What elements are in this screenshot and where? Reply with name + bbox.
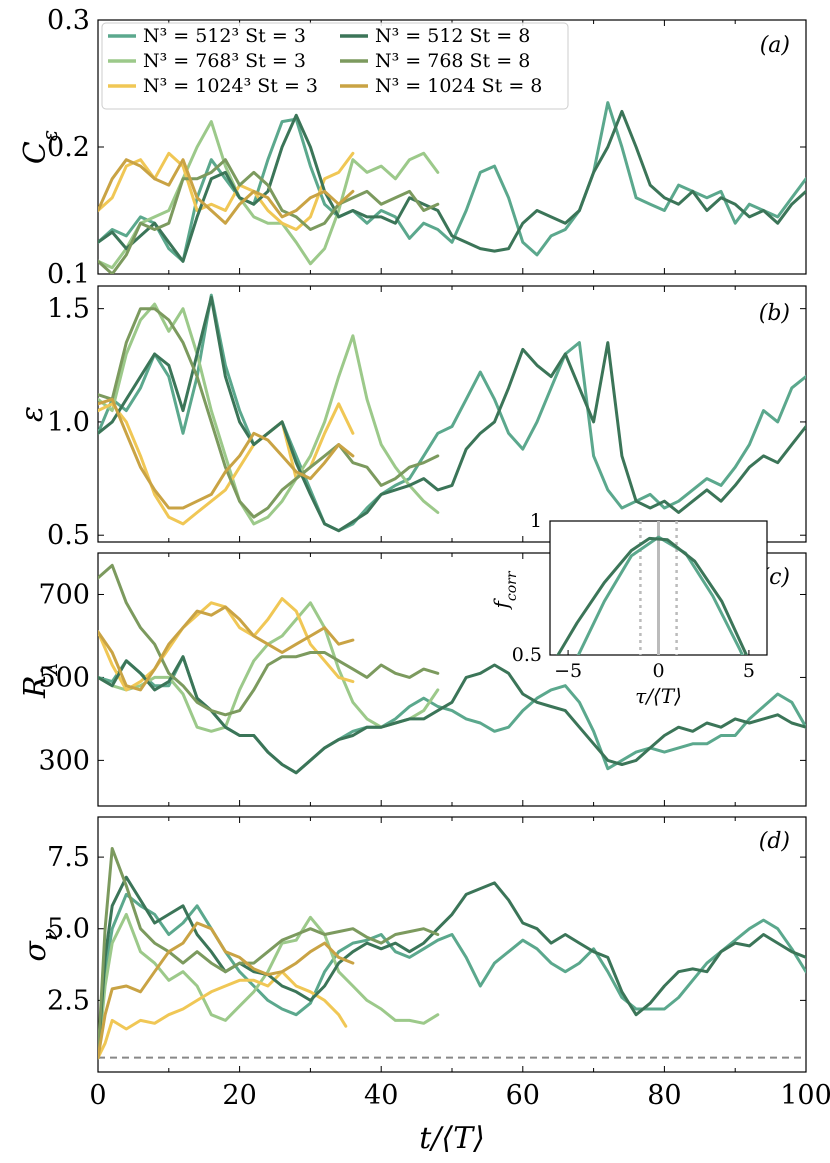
panel-b: 0.5 1.0 1.5 (b) ε: [15, 285, 807, 551]
legend-label-s1024_st3: N³ = 1024³ St = 3: [143, 75, 318, 97]
panel-tag: (d): [759, 829, 790, 854]
y-tick-label: 1.0: [47, 407, 90, 438]
y-tick-label: 700: [38, 579, 90, 610]
series-line-s1024_st3: [98, 970, 348, 1060]
y-axis-label: ε: [15, 406, 50, 422]
y-axis-label: σν: [18, 928, 62, 961]
series-line-s768_st8: [98, 847, 440, 1060]
panel-d: 2.5 5.0 7.5 0 20 40 60 80 100 (d) σν t/⟨T⟩: [18, 816, 830, 1156]
legend-label-s768_st3: N³ = 768³ St = 3: [143, 50, 306, 72]
legend: N³ = 512³ St = 3 N³ = 768³ St = 3 N³ = 102…: [101, 22, 569, 110]
series-line-s512_st8: [98, 875, 806, 1060]
y-tick-label: 1.5: [47, 294, 90, 325]
y-tick-label: 0.5: [512, 644, 542, 666]
series-line-s768_st8: [98, 158, 440, 274]
x-tick-label: 100: [780, 1080, 830, 1111]
series-line-s768_st8: [98, 563, 440, 717]
x-tick-label: 80: [647, 1080, 681, 1111]
series-line-s512_st3: [576, 535, 745, 655]
y-tick-label: 500: [38, 662, 90, 693]
y-tick-label: 0.1: [47, 259, 90, 290]
series-line-s512_st8: [556, 536, 749, 655]
series-line-s768_st8: [98, 307, 440, 519]
y-tick-label: 0.2: [47, 132, 90, 163]
x-tick-label: 5: [743, 660, 755, 682]
y-tick-label: 7.5: [47, 842, 90, 873]
x-tick-label: −5: [554, 660, 582, 682]
plot-layer: 0.10.20.3(a)Cε0.51.01.5 (b)ε300500700(c)R…: [15, 5, 830, 1156]
y-tick-label: 0.5: [47, 520, 90, 551]
series-line-s512_st3: [98, 101, 806, 263]
y-tick-label: 1: [530, 510, 542, 532]
x-tick-label: 0: [652, 660, 664, 682]
legend-label-s512_st3: N³ = 512³ St = 3: [143, 25, 306, 47]
series-line-s512_st8: [98, 295, 806, 533]
x-tick-label: 60: [506, 1080, 540, 1111]
panel-tag: (b): [759, 301, 790, 326]
x-tick-label: 40: [364, 1080, 398, 1111]
series-line-s1024_st3: [98, 151, 355, 231]
series-line-s768_st3: [98, 302, 440, 526]
legend-label-s1024_st8: N³ = 1024 St = 8: [375, 75, 542, 97]
series-line-s512_st3: [98, 892, 806, 1060]
x-tick-label: 20: [222, 1080, 256, 1111]
legend-label-s512_st8: N³ = 512 St = 8: [375, 25, 530, 47]
legend-label-s768_st8: N³ = 768 St = 8: [375, 50, 530, 72]
panel-tag: (a): [760, 33, 790, 58]
axes-frame-d: [97, 816, 807, 1073]
y-tick-label: 5.0: [47, 914, 90, 945]
x-axis-label: τ/⟨T⟩: [635, 684, 682, 708]
series-line-s512_st8: [98, 655, 806, 775]
y-tick-label: 0.3: [47, 5, 90, 36]
y-tick-label: 300: [38, 745, 90, 776]
x-tick-label: 0: [89, 1080, 106, 1111]
series-line-s1024_st8: [98, 605, 355, 692]
legend-box: [101, 22, 569, 110]
series-line-s1024_st8: [98, 921, 355, 1060]
series-line-s1024_st8: [98, 397, 355, 510]
series-line-s1024_st8: [98, 158, 355, 225]
series-line-s512_st8: [98, 109, 806, 263]
series-line-s768_st3: [98, 120, 440, 270]
x-axis-label: t/⟨T⟩: [419, 1121, 485, 1156]
y-tick-label: 2.5: [47, 985, 90, 1016]
